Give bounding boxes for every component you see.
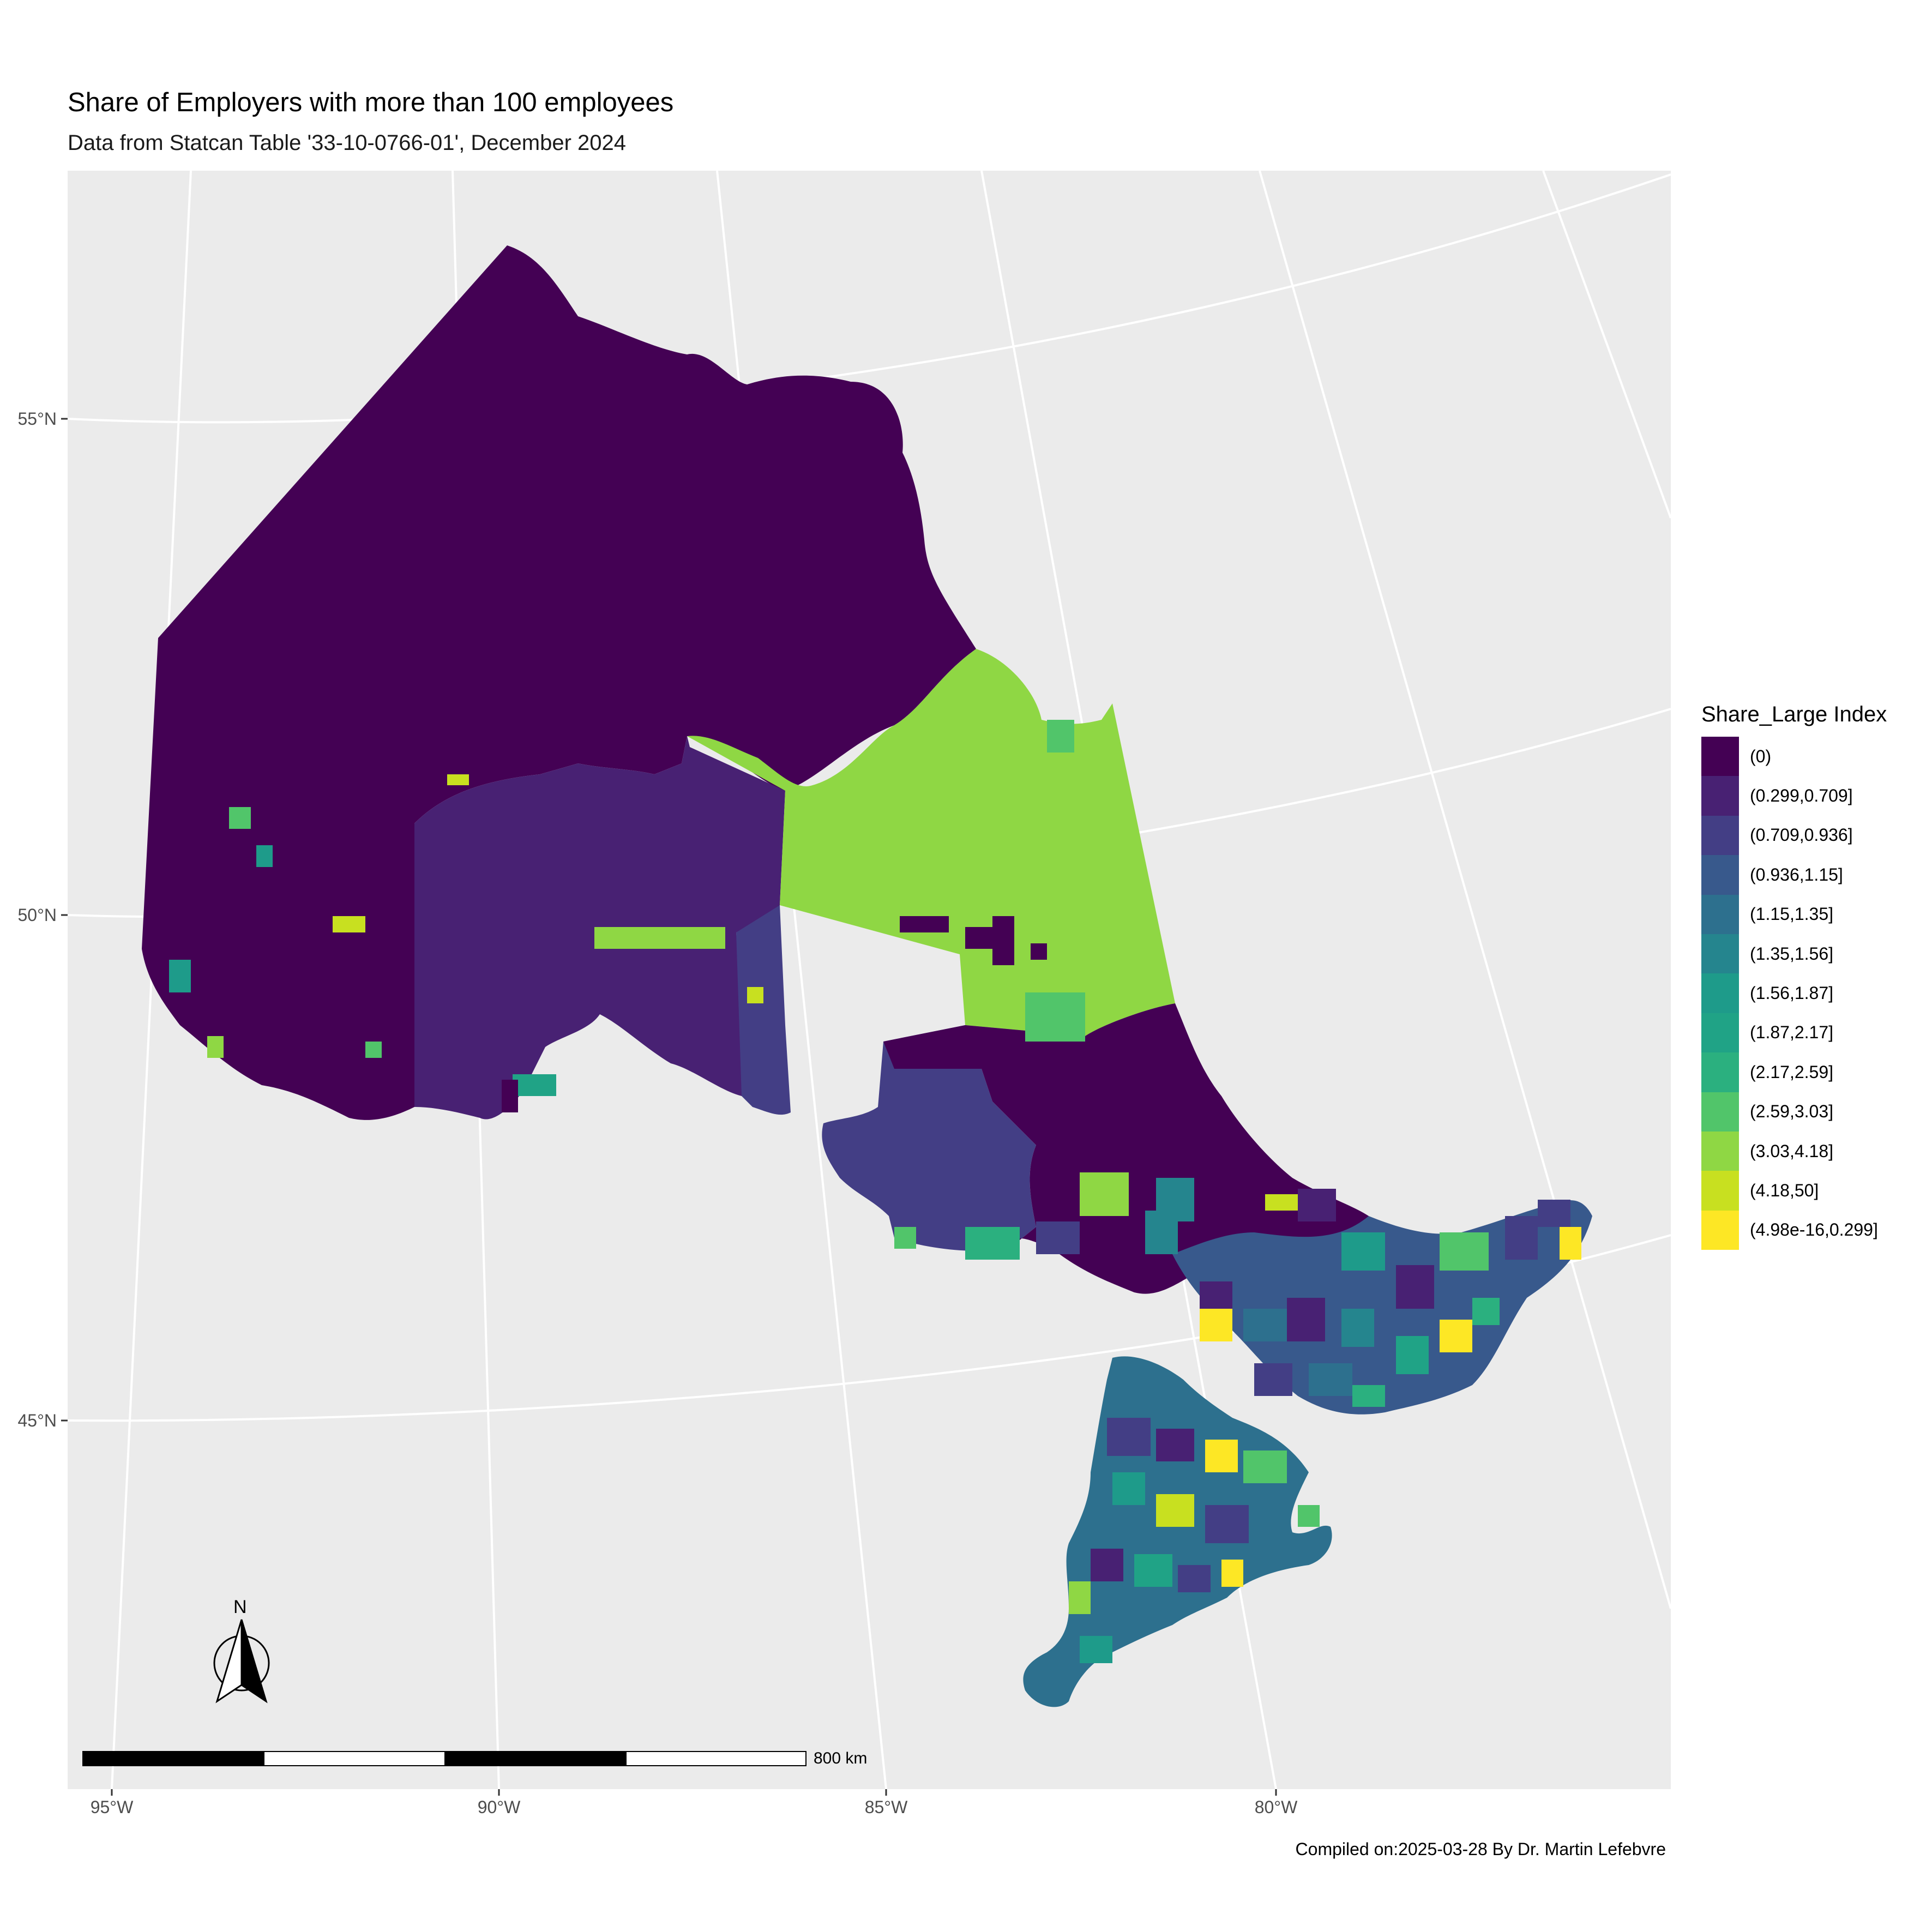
- legend-label: (4.18,50]: [1750, 1180, 1819, 1200]
- legend-label: (1.56,1.87]: [1750, 983, 1833, 1003]
- scale-bar-label: 800 km: [814, 1749, 868, 1767]
- legend-label: (3.03,4.18]: [1750, 1141, 1833, 1161]
- legend-swatch: [1701, 1171, 1739, 1211]
- legend-label: (4.98e-16,0.299]: [1750, 1220, 1878, 1240]
- lat-label-50: 50°N: [17, 905, 57, 925]
- legend-swatch: [1701, 934, 1739, 974]
- legend-label: (1.15,1.35]: [1750, 904, 1833, 924]
- legend-item: (3.03,4.18]: [1701, 1131, 1887, 1171]
- legend-swatch: [1701, 973, 1739, 1013]
- legend-swatch: [1701, 1013, 1739, 1053]
- region-far-north: [142, 245, 976, 1120]
- legend-label: (0.299,0.709]: [1750, 786, 1853, 806]
- region-central-band: [780, 905, 1085, 1251]
- map-title: Share of Employers with more than 100 em…: [68, 88, 674, 117]
- lat-label-55: 55°N: [17, 409, 57, 429]
- axis-ticks: [61, 418, 1277, 1796]
- legend-swatch: [1701, 737, 1739, 777]
- legend-swatch: [1701, 776, 1739, 816]
- legend-title: Share_Large Index: [1701, 702, 1887, 726]
- lon-label-85: 85°W: [864, 1797, 908, 1817]
- legend-item: (0.936,1.15]: [1701, 855, 1887, 895]
- legend-swatch: [1701, 1131, 1739, 1171]
- scale-bar: [82, 1751, 806, 1766]
- legend-item: (0.709,0.936]: [1701, 815, 1887, 856]
- legend-label: (0): [1750, 746, 1772, 766]
- caption: Compiled on:2025-03-28 By Dr. Martin Lef…: [1295, 1839, 1666, 1859]
- lon-label-80: 80°W: [1254, 1797, 1298, 1817]
- legend-swatch: [1701, 1052, 1739, 1092]
- legend-item: (4.98e-16,0.299]: [1701, 1210, 1887, 1250]
- lon-label-95: 95°W: [90, 1797, 134, 1817]
- legend-swatch: [1701, 1092, 1739, 1131]
- legend-swatch: [1701, 855, 1739, 895]
- lon-label-90: 90°W: [477, 1797, 521, 1817]
- legend-label: (1.87,2.17]: [1750, 1022, 1833, 1043]
- legend-item: (0.299,0.709]: [1701, 776, 1887, 816]
- legend-label: (0.936,1.15]: [1750, 864, 1843, 884]
- legend-item: (2.59,3.03]: [1701, 1092, 1887, 1131]
- legend-swatch: [1701, 1210, 1739, 1250]
- lat-label-45: 45°N: [17, 1411, 57, 1430]
- legend-item: (2.17,2.59]: [1701, 1052, 1887, 1092]
- north-arrow-icon: [213, 1619, 270, 1704]
- legend-label: (1.35,1.56]: [1750, 943, 1833, 964]
- legend-item: (1.56,1.87]: [1701, 973, 1887, 1013]
- region-northeast-zero: [883, 1003, 1369, 1294]
- region-south-peninsula: [1023, 1356, 1332, 1707]
- legend-label: (2.17,2.59]: [1750, 1062, 1833, 1082]
- legend-item: (4.18,50]: [1701, 1171, 1887, 1211]
- map-subtitle: Data from Statcan Table '33-10-0766-01',…: [68, 131, 627, 155]
- choropleth-regions: [142, 245, 1592, 1707]
- region-lake-superior-shore: [736, 905, 791, 1115]
- legend-swatch: [1701, 894, 1739, 934]
- north-label: N: [233, 1597, 247, 1617]
- legend-swatch: [1701, 815, 1739, 856]
- legend-item: (1.87,2.17]: [1701, 1013, 1887, 1053]
- legend-items: (0) (0.299,0.709] (0.709,0.936] (0.936,1.15…: [1701, 737, 1887, 1250]
- legend-item: (1.35,1.56]: [1701, 934, 1887, 974]
- legend-label: (0.709,0.936]: [1750, 825, 1853, 845]
- legend: Share_Large Index (0) (0.299,0.709] (0.709…: [1701, 702, 1887, 1250]
- legend-item: (0): [1701, 737, 1887, 777]
- legend-item: (1.15,1.35]: [1701, 894, 1887, 934]
- legend-label: (2.59,3.03]: [1750, 1102, 1833, 1122]
